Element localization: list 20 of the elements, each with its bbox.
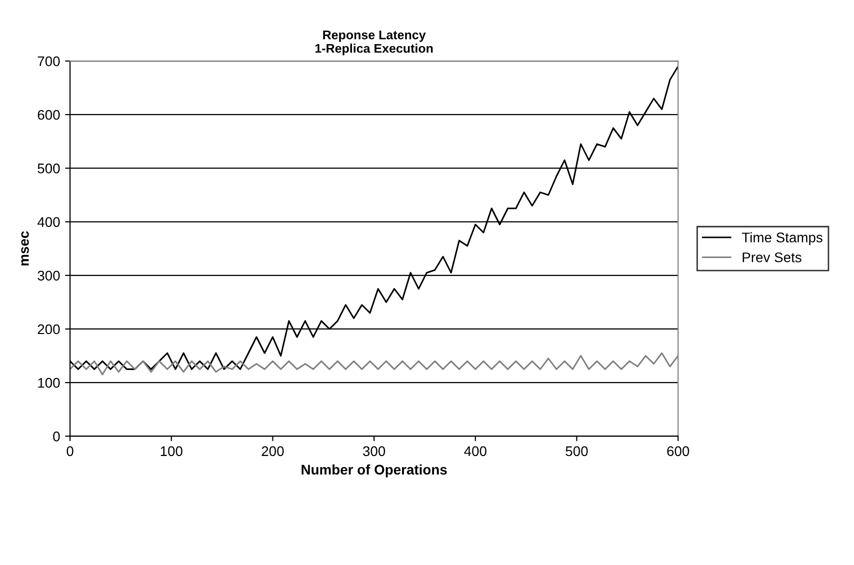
y-tick-label: 500 [38, 164, 60, 174]
y-tick-label: 100 [38, 378, 60, 388]
x-axis-title: Number of Operations [302, 464, 447, 478]
legend-label: Time Stamps [742, 232, 822, 246]
y-tick-label: 400 [37, 217, 60, 227]
legend-label: Prev Sets [742, 252, 802, 262]
x-tick-label: 300 [362, 446, 386, 456]
x-tick-label: 500 [566, 446, 588, 456]
y-tick-label: 700 [38, 56, 60, 66]
x-tick-label: 200 [262, 446, 284, 456]
x-tick-label: 400 [464, 446, 486, 456]
y-axis-title: msec [21, 231, 29, 266]
y-tick-label: 600 [38, 110, 60, 120]
x-tick-label: 100 [160, 446, 182, 456]
x-tick-label: 600 [667, 446, 690, 456]
y-tick-label: 200 [38, 324, 60, 334]
y-tick-label: 300 [38, 270, 60, 281]
chart-title: Reponse Latency 1-Replica Execution [315, 30, 433, 56]
y-tick-label: 0 [53, 432, 60, 442]
x-tick-label: 0 [66, 446, 74, 456]
